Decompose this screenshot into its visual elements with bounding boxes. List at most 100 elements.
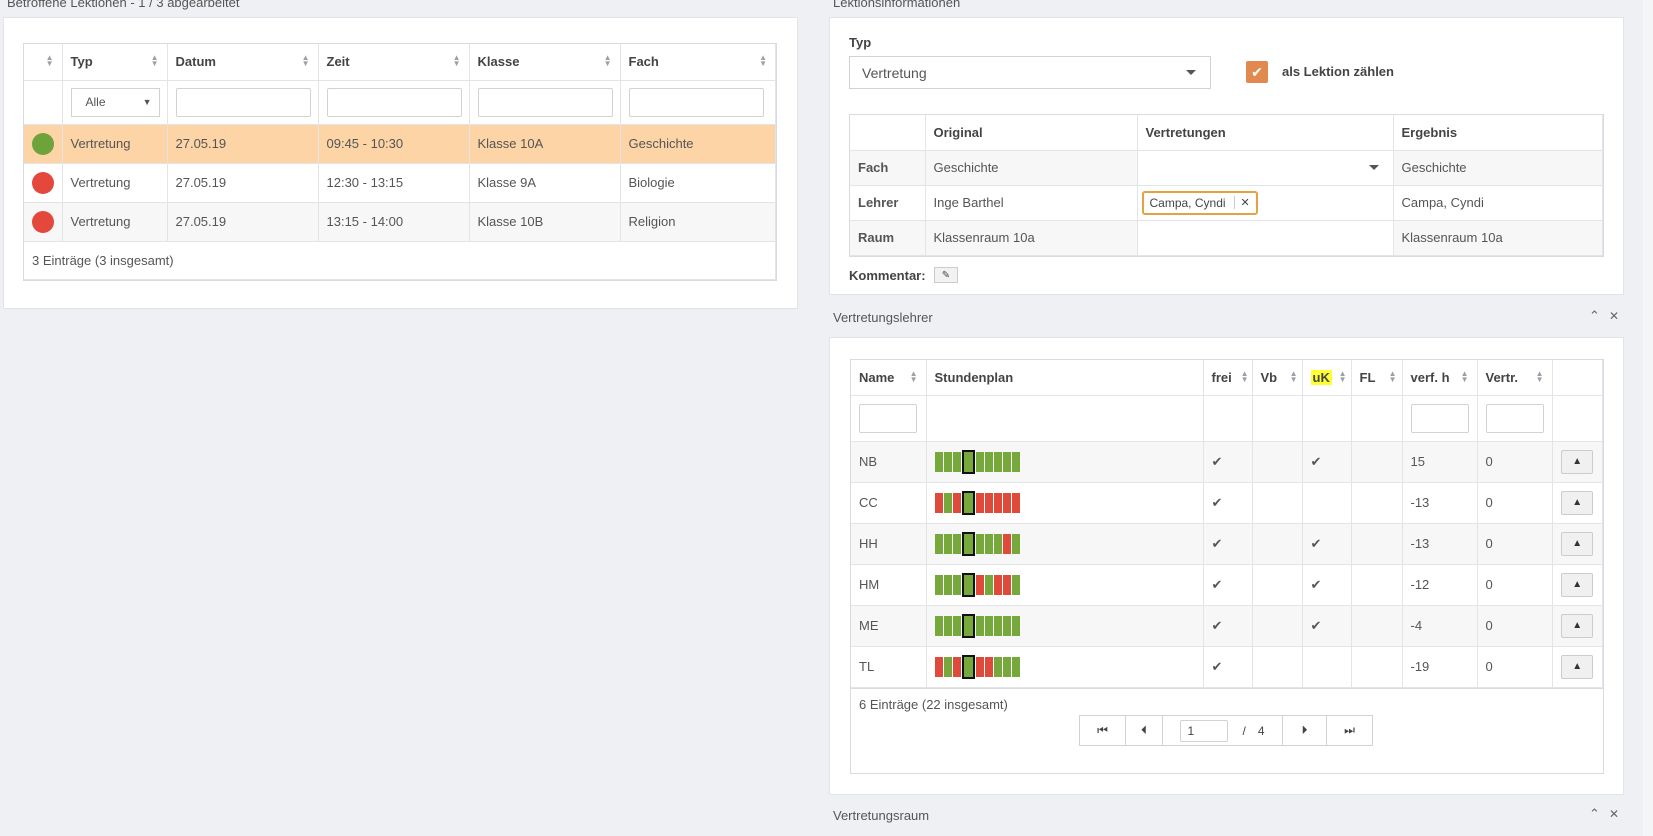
lesson-block <box>1002 574 1011 595</box>
lesson-block <box>1002 615 1011 636</box>
lesson-block <box>975 615 984 636</box>
lesson-block <box>1011 656 1020 677</box>
table-row[interactable]: CC ✔ -13 0 ▲ <box>851 482 1603 524</box>
lehrer-substitution-input[interactable]: Campa, Cyndi ✕ <box>1137 185 1394 221</box>
previous-page-button[interactable]: ⏴ <box>1126 716 1163 745</box>
lesson-block <box>993 615 1002 636</box>
table-row[interactable]: NB ✔ ✔ 15 0 ▲ <box>851 441 1603 483</box>
assign-teacher-button[interactable]: ▲ <box>1561 490 1594 515</box>
next-page-button[interactable]: ⏵ <box>1283 716 1327 745</box>
frei-check-icon: ✔ <box>1203 441 1253 483</box>
substitute-teacher-table: Name ▲ ▼ Stundenplan frei ▲ ▼ Vb ▲ ▼ uK ▲ ▼ FL ▲ ▼… <box>850 359 1604 689</box>
lesson-block <box>943 533 952 554</box>
table-row[interactable]: HH ✔ ✔ -13 0 ▲ <box>851 523 1603 565</box>
close-icon[interactable]: ✕ <box>1609 807 1620 821</box>
lesson-block <box>1011 615 1020 636</box>
column-header-datum[interactable]: Datum ▲ ▼ <box>167 44 319 81</box>
thumbs-up-icon: ▲ <box>1572 661 1583 672</box>
column-header-name[interactable]: Name ▲ ▼ <box>851 360 927 396</box>
assign-teacher-button[interactable]: ▲ <box>1561 531 1594 556</box>
first-page-button[interactable]: ⏮ <box>1080 716 1126 745</box>
assign-teacher-button[interactable]: ▲ <box>1561 449 1594 474</box>
table-row[interactable]: Vertretung 27.05.19 09:45 - 10:30 Klasse… <box>24 124 776 164</box>
lesson-block <box>993 451 1002 472</box>
lesson-block <box>952 451 961 472</box>
column-header-verf-h[interactable]: verf. h ▲ ▼ <box>1402 360 1478 396</box>
left-panel-title: Betroffene Lektionen - 1 / 3 abgearbeite… <box>7 0 240 10</box>
table-row[interactable]: Vertretung 27.05.19 12:30 - 13:15 Klasse… <box>24 163 776 203</box>
lesson-block <box>993 533 1002 554</box>
sort-icon: ▲ ▼ <box>1289 369 1298 384</box>
column-header-klasse[interactable]: Klasse ▲ ▼ <box>469 44 621 81</box>
column-header-fl[interactable]: FL ▲ ▼ <box>1351 360 1403 396</box>
lesson-block <box>975 492 984 513</box>
lesson-block <box>934 615 943 636</box>
typ-select[interactable]: Vertretung <box>849 56 1211 89</box>
teacher-panel-title: Vertretungslehrer <box>833 310 933 325</box>
sort-icon: ▲ ▼ <box>1460 369 1469 384</box>
scrollbar[interactable] <box>1643 0 1653 836</box>
frei-check-icon: ✔ <box>1203 605 1253 647</box>
sort-icon: ▲ ▼ <box>1338 369 1347 384</box>
klasse-filter-input[interactable] <box>477 87 613 117</box>
column-header-typ[interactable]: Typ ▲ ▼ <box>62 44 168 81</box>
table-row[interactable]: TL ✔ -19 0 ▲ <box>851 646 1603 688</box>
uk-check-icon: ✔ <box>1302 564 1352 606</box>
uk-check-icon: ✔ <box>1302 605 1352 647</box>
sort-icon: ▲ ▼ <box>150 53 159 68</box>
sort-icon: ▲ ▼ <box>45 53 54 68</box>
assign-teacher-button[interactable]: ▲ <box>1561 572 1594 597</box>
typ-filter-select[interactable]: Alle ▼ <box>70 87 160 117</box>
status-column-header[interactable]: ▲ ▼ <box>24 44 63 81</box>
column-header-fach[interactable]: Fach ▲ ▼ <box>620 44 776 81</box>
lesson-block <box>1011 492 1020 513</box>
column-header-zeit[interactable]: Zeit ▲ ▼ <box>318 44 470 81</box>
lesson-block <box>934 451 943 472</box>
affected-lessons-table: ▲ ▼ Typ ▲ ▼ Datum ▲ ▼ Zeit ▲ ▼ Klasse ▲ ▼ Fach ▲ ▼ … <box>23 43 777 281</box>
lesson-block <box>984 656 993 677</box>
lesson-block <box>984 492 993 513</box>
vertr-filter-input[interactable] <box>1485 403 1544 433</box>
uk-check-icon: ✔ <box>1302 523 1352 565</box>
zeit-filter-input[interactable] <box>326 87 462 117</box>
remove-tag-icon[interactable]: ✕ <box>1233 196 1250 209</box>
column-header-vb[interactable]: Vb ▲ ▼ <box>1252 360 1303 396</box>
raum-substitution-input[interactable] <box>1137 220 1394 256</box>
lesson-block <box>943 451 952 472</box>
uk-check-icon <box>1302 482 1352 524</box>
thumbs-up-icon: ▲ <box>1572 579 1583 590</box>
assign-teacher-button[interactable]: ▲ <box>1561 654 1594 679</box>
column-header-uk[interactable]: uK ▲ ▼ <box>1302 360 1352 396</box>
count-as-lesson-checkbox[interactable]: ✔ <box>1246 61 1268 83</box>
table-row[interactable]: Vertretung 27.05.19 13:15 - 14:00 Klasse… <box>24 202 776 242</box>
table-row[interactable]: ME ✔ ✔ -4 0 ▲ <box>851 605 1603 647</box>
lesson-block <box>943 656 952 677</box>
lesson-block <box>1002 492 1011 513</box>
assign-teacher-button[interactable]: ▲ <box>1561 613 1594 638</box>
schedule-bar <box>934 490 1020 515</box>
previous-page-icon: ⏴ <box>1140 723 1147 737</box>
lesson-block <box>984 451 993 472</box>
pagination: ⏮ ⏴ 1 / 4 ⏵ ⏭ <box>1079 715 1373 746</box>
frei-check-icon: ✔ <box>1203 564 1253 606</box>
fach-filter-input[interactable] <box>628 87 764 117</box>
status-dot-icon <box>32 132 54 155</box>
lesson-block <box>975 533 984 554</box>
name-filter-input[interactable] <box>859 403 917 433</box>
check-icon: ✔ <box>1251 63 1263 80</box>
page-number-input[interactable]: 1 <box>1180 719 1229 742</box>
verf-h-filter-input[interactable] <box>1410 403 1469 433</box>
edit-comment-button[interactable]: ✎ <box>934 267 958 283</box>
column-header-vertr[interactable]: Vertr. ▲ ▼ <box>1477 360 1553 396</box>
collapse-icon[interactable]: ⌃ <box>1589 308 1600 323</box>
lesson-block <box>943 492 952 513</box>
datum-filter-input[interactable] <box>175 87 311 117</box>
table-row[interactable]: HM ✔ ✔ -12 0 ▲ <box>851 564 1603 606</box>
column-header-frei[interactable]: frei ▲ ▼ <box>1203 360 1253 396</box>
fach-substitution-select[interactable] <box>1138 151 1393 184</box>
lesson-block <box>984 574 993 595</box>
last-page-button[interactable]: ⏭ <box>1327 716 1372 745</box>
collapse-icon[interactable]: ⌃ <box>1589 806 1600 821</box>
close-icon[interactable]: ✕ <box>1609 309 1620 323</box>
lesson-block <box>934 574 943 595</box>
